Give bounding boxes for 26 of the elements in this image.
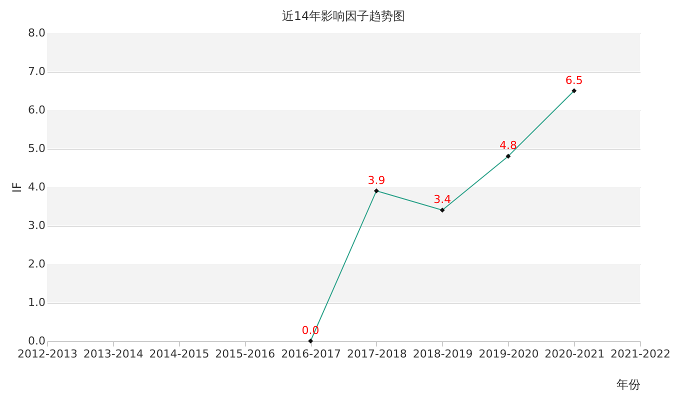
x-tick-label: 2019-2020 bbox=[478, 348, 539, 360]
data-label: 4.8 bbox=[499, 139, 517, 152]
y-tick-label: 2.0 bbox=[28, 258, 46, 270]
x-tick-label: 2017-2018 bbox=[346, 348, 407, 360]
x-tick-label: 2013-2014 bbox=[83, 348, 144, 360]
x-tick-label: 2012-2013 bbox=[18, 348, 78, 360]
x-tick-label: 2020-2021 bbox=[544, 348, 605, 360]
y-tick-label: 0.0 bbox=[28, 334, 46, 348]
y-tick-label: 5.0 bbox=[28, 142, 46, 155]
y-axis-title: IF bbox=[10, 182, 24, 193]
x-tick-label: 2014-2015 bbox=[149, 348, 210, 360]
x-tick-label: 2015-2016 bbox=[215, 348, 276, 360]
y-tick-label: 1.0 bbox=[28, 296, 46, 309]
x-tick-label: 2021-2022 bbox=[610, 348, 670, 360]
data-label: 3.9 bbox=[368, 174, 386, 187]
x-tick-label: 2016-2017 bbox=[281, 348, 342, 360]
data-label: 6.5 bbox=[565, 74, 583, 87]
y-tick-label: 3.0 bbox=[28, 219, 46, 232]
y-tick-label: 7.0 bbox=[28, 65, 46, 78]
x-tick-label: 2018-2019 bbox=[412, 348, 473, 360]
data-label: 3.4 bbox=[434, 193, 452, 206]
chart-title: 近14年影响因子趋势图 bbox=[282, 9, 406, 23]
y-tick-label: 6.0 bbox=[28, 104, 46, 116]
y-tick-label: 4.0 bbox=[28, 180, 46, 194]
x-axis-title: 年份 bbox=[616, 378, 640, 392]
y-tick-label: 8.0 bbox=[28, 26, 46, 40]
